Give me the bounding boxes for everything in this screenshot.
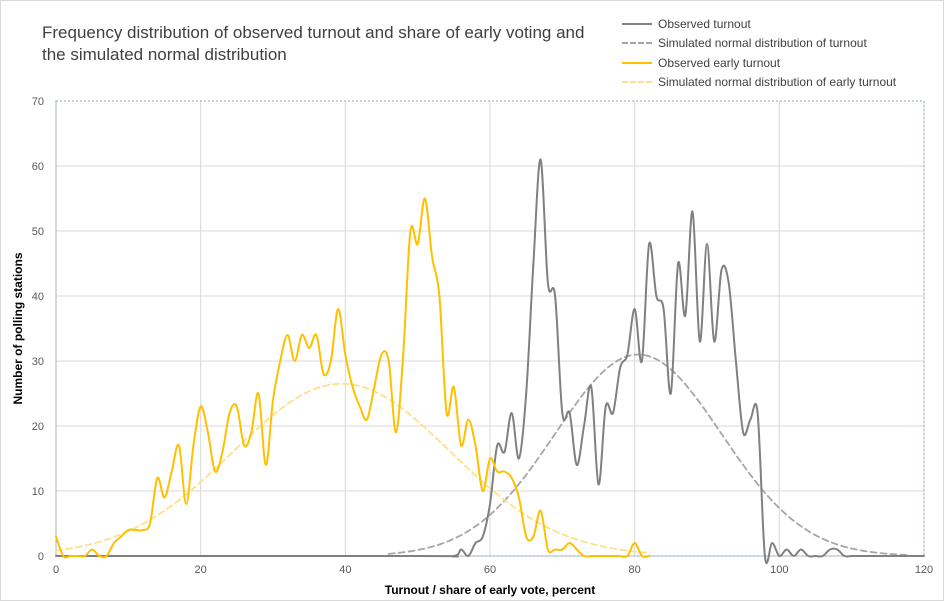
legend-swatch-observed-early — [622, 61, 652, 64]
y-axis-title: Number of polling stations — [11, 252, 25, 404]
legend-label: Simulated normal distribution of early t… — [658, 75, 897, 90]
legend-item-simulated-turnout: Simulated normal distribution of turnout — [622, 34, 896, 54]
x-tick-labels: 0 20 40 60 80 100 120 — [53, 564, 933, 576]
series-observed-turnout-line — [55, 158, 925, 565]
x-tick-label: 120 — [915, 564, 933, 576]
x-tick-label: 60 — [484, 564, 496, 576]
legend-swatch-simulated-turnout — [622, 42, 652, 45]
y-tick-label: 70 — [32, 96, 44, 108]
legend-swatch-observed-turnout — [622, 22, 652, 25]
y-tick-label: 20 — [32, 421, 44, 433]
plot-area-border — [55, 100, 925, 557]
series-layer — [55, 158, 925, 565]
y-tick-label: 0 — [38, 551, 44, 563]
legend-swatch-simulated-early — [622, 81, 652, 84]
legend-label: Simulated normal distribution of turnout — [658, 36, 867, 51]
legend-label: Observed turnout — [658, 16, 751, 31]
legend-item-simulated-early: Simulated normal distribution of early t… — [622, 73, 896, 93]
x-tick-label: 100 — [770, 564, 788, 576]
legend: Observed turnout Simulated normal distri… — [622, 14, 896, 92]
x-tick-label: 80 — [629, 564, 641, 576]
legend-label: Observed early turnout — [658, 55, 781, 70]
y-tick-label: 10 — [32, 486, 44, 498]
y-tick-label: 40 — [32, 291, 44, 303]
chart-title: Frequency distribution of observed turno… — [42, 23, 585, 64]
x-tick-label: 0 — [53, 564, 59, 576]
legend-item-observed-turnout: Observed turnout — [622, 14, 896, 34]
y-tick-label: 30 — [32, 356, 44, 368]
x-tick-label: 40 — [339, 564, 351, 576]
y-tick-labels: 0 10 20 30 40 50 60 70 — [32, 96, 44, 563]
x-axis-title: Turnout / share of early vote, percent — [385, 583, 596, 597]
y-tick-label: 50 — [32, 226, 44, 238]
y-tick-label: 60 — [32, 161, 44, 173]
legend-item-observed-early: Observed early turnout — [622, 53, 896, 73]
series-simulated-turnout-line — [387, 353, 911, 556]
series-observed-early-line — [55, 197, 651, 559]
x-tick-label: 20 — [195, 564, 207, 576]
